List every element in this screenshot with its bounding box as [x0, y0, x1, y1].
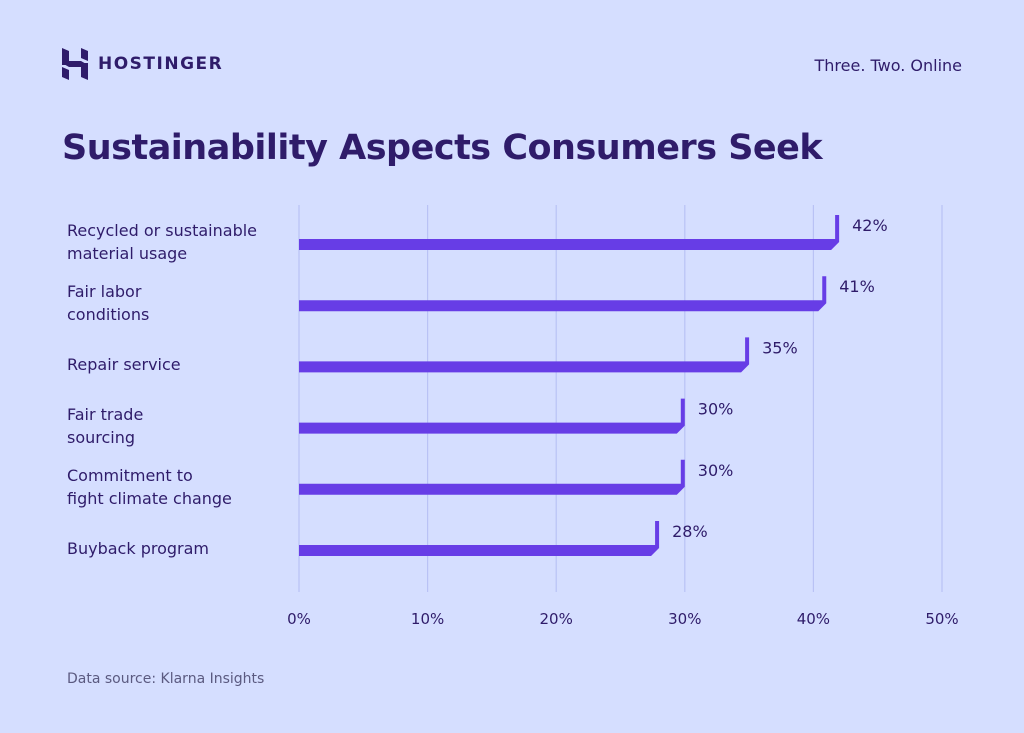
data-label: 30% [698, 400, 734, 419]
chart-title: Sustainability Aspects Consumers Seek [62, 128, 823, 168]
hostinger-logo: HOSTINGER [62, 48, 223, 80]
bar [299, 276, 827, 312]
tagline: Three. Two. Online [814, 56, 963, 75]
category-label: Fair labor conditions [67, 282, 150, 325]
data-label: 35% [762, 338, 798, 357]
data-label: 28% [672, 522, 708, 541]
data-label: 42% [852, 216, 888, 235]
data-label: 30% [698, 461, 734, 480]
category-label: Fair trade sourcing [67, 404, 144, 447]
brand-name: HOSTINGER [98, 54, 224, 74]
hostinger-logo-icon [62, 48, 88, 80]
data-label: 41% [839, 277, 875, 296]
category-label: Repair service [67, 354, 181, 374]
bar [299, 398, 685, 434]
x-tick-label: 30% [668, 610, 701, 628]
bar [299, 215, 840, 250]
data-source: Data source: Klarna Insights [67, 671, 265, 687]
category-label: Buyback program [67, 538, 209, 558]
x-tick-label: 50% [925, 610, 958, 628]
x-tick-label: 20% [540, 610, 573, 628]
category-label: Commitment to fight climate change [67, 465, 232, 508]
category-label: Recycled or sustainable material usage [67, 221, 258, 263]
x-tick-label: 0% [287, 610, 311, 628]
x-tick-label: 40% [797, 610, 830, 628]
x-tick-label: 10% [411, 610, 444, 628]
bar [299, 459, 685, 495]
bar [299, 337, 750, 373]
bar [299, 521, 660, 556]
